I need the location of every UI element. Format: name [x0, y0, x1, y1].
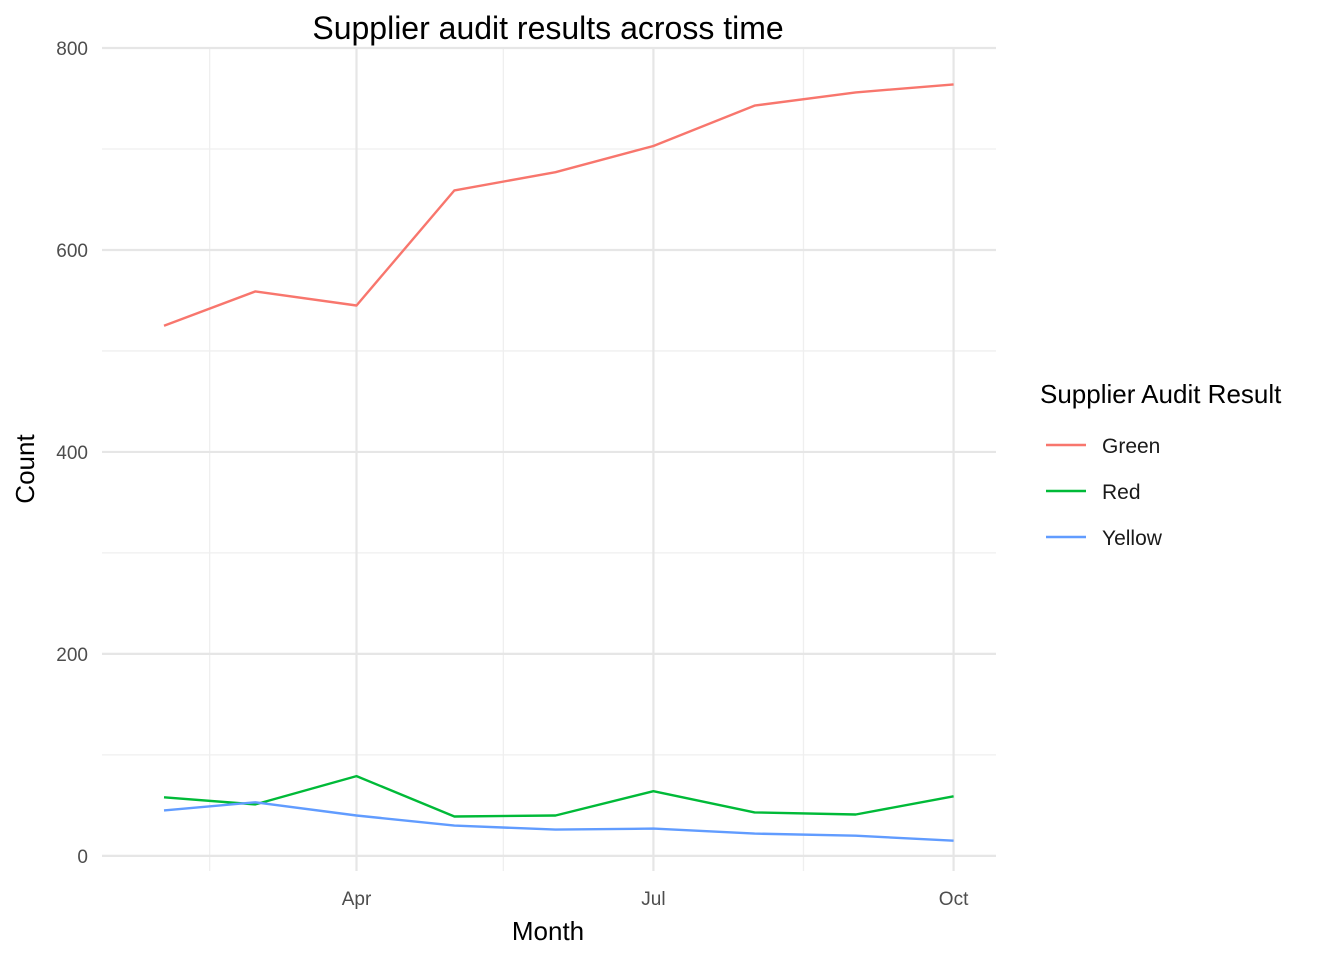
x-axis-ticks: Apr Jul Oct	[342, 889, 969, 910]
y-tick-label: 400	[56, 443, 88, 464]
series-line-yellow	[163, 801, 954, 842]
x-tick-label: Jul	[641, 889, 665, 910]
legend-title: Supplier Audit Result	[1040, 379, 1282, 409]
series-line-red	[163, 774, 954, 818]
series-lines	[163, 83, 954, 842]
legend: Supplier Audit Result Green Red Yellow	[1040, 379, 1282, 550]
legend-items: Green Red Yellow	[1046, 435, 1163, 550]
x-tick-label: Oct	[939, 889, 969, 910]
x-axis-title: Month	[512, 916, 584, 946]
grid	[102, 46, 996, 871]
y-tick-label: 600	[56, 241, 88, 262]
series-line-green	[163, 83, 954, 327]
legend-label-red: Red	[1102, 481, 1141, 504]
legend-label-yellow: Yellow	[1102, 527, 1163, 550]
y-tick-label: 200	[56, 645, 88, 666]
y-axis-title: Count	[10, 434, 40, 504]
y-tick-label: 800	[56, 39, 88, 60]
chart-title: Supplier audit results across time	[312, 10, 783, 46]
legend-label-green: Green	[1102, 435, 1160, 458]
y-tick-label: 0	[77, 847, 88, 868]
x-tick-label: Apr	[342, 889, 372, 910]
y-axis-ticks: 0 200 400 600 800	[56, 39, 88, 868]
